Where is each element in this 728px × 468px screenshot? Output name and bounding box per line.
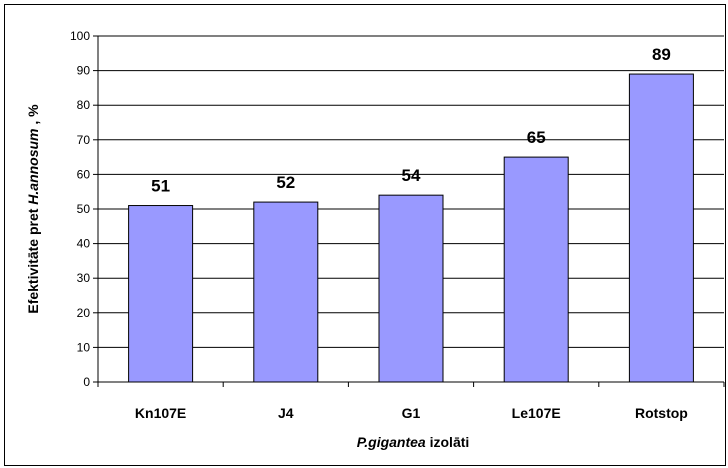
y-tick-label: 90 [77, 64, 91, 78]
x-tick-label: G1 [402, 405, 421, 421]
x-axis-title: P.gigantea izolāti [357, 434, 470, 450]
x-tick-labels: Kn107E J4 G1 Le107E Rotstop [135, 405, 688, 421]
bar-le107e [503, 156, 569, 383]
chart-frame [4, 4, 726, 466]
x-tick-label: Kn107E [135, 405, 186, 421]
data-labels: 51 52 54 65 89 [151, 45, 671, 195]
bar-rotstop [628, 73, 694, 383]
y-axis-title: Efektivitāte pret H.annosum , % [25, 104, 41, 314]
data-label: 54 [402, 166, 421, 185]
data-label: 51 [151, 177, 170, 196]
y-tick-label: 20 [77, 306, 91, 320]
data-label: 65 [527, 128, 546, 147]
y-tick-label: 30 [77, 271, 91, 285]
gridlines [98, 35, 724, 348]
y-tick-label: 60 [77, 167, 91, 181]
data-label: 89 [652, 45, 671, 64]
y-tick-label: 70 [77, 133, 91, 147]
x-tick-label: J4 [278, 405, 294, 421]
x-tick-label: Rotstop [635, 405, 688, 421]
y-tick-label: 10 [77, 340, 91, 354]
bar-kn107e [128, 205, 194, 383]
x-axis-title-suffix: izolāti [426, 434, 470, 450]
axes [93, 35, 725, 387]
y-tick-label: 50 [77, 202, 91, 216]
y-tick-label: 80 [77, 98, 91, 112]
y-tick-labels: 0 10 20 30 40 50 60 70 80 90 100 [70, 29, 90, 389]
x-axis-title-italic: P.gigantea [357, 434, 426, 450]
bar-j4 [253, 201, 319, 383]
y-axis-title-prefix: Efektivitāte pret [25, 205, 41, 314]
y-axis-title-italic: H.annosum [25, 128, 41, 204]
data-label: 52 [276, 173, 295, 192]
y-tick-label: 40 [77, 237, 91, 251]
y-axis-title-suffix: , % [25, 104, 41, 129]
bars [128, 73, 694, 383]
y-tick-label: 0 [83, 375, 90, 389]
y-tick-label: 100 [70, 29, 90, 43]
x-tick-label: Le107E [512, 405, 561, 421]
bar-g1 [378, 194, 444, 383]
